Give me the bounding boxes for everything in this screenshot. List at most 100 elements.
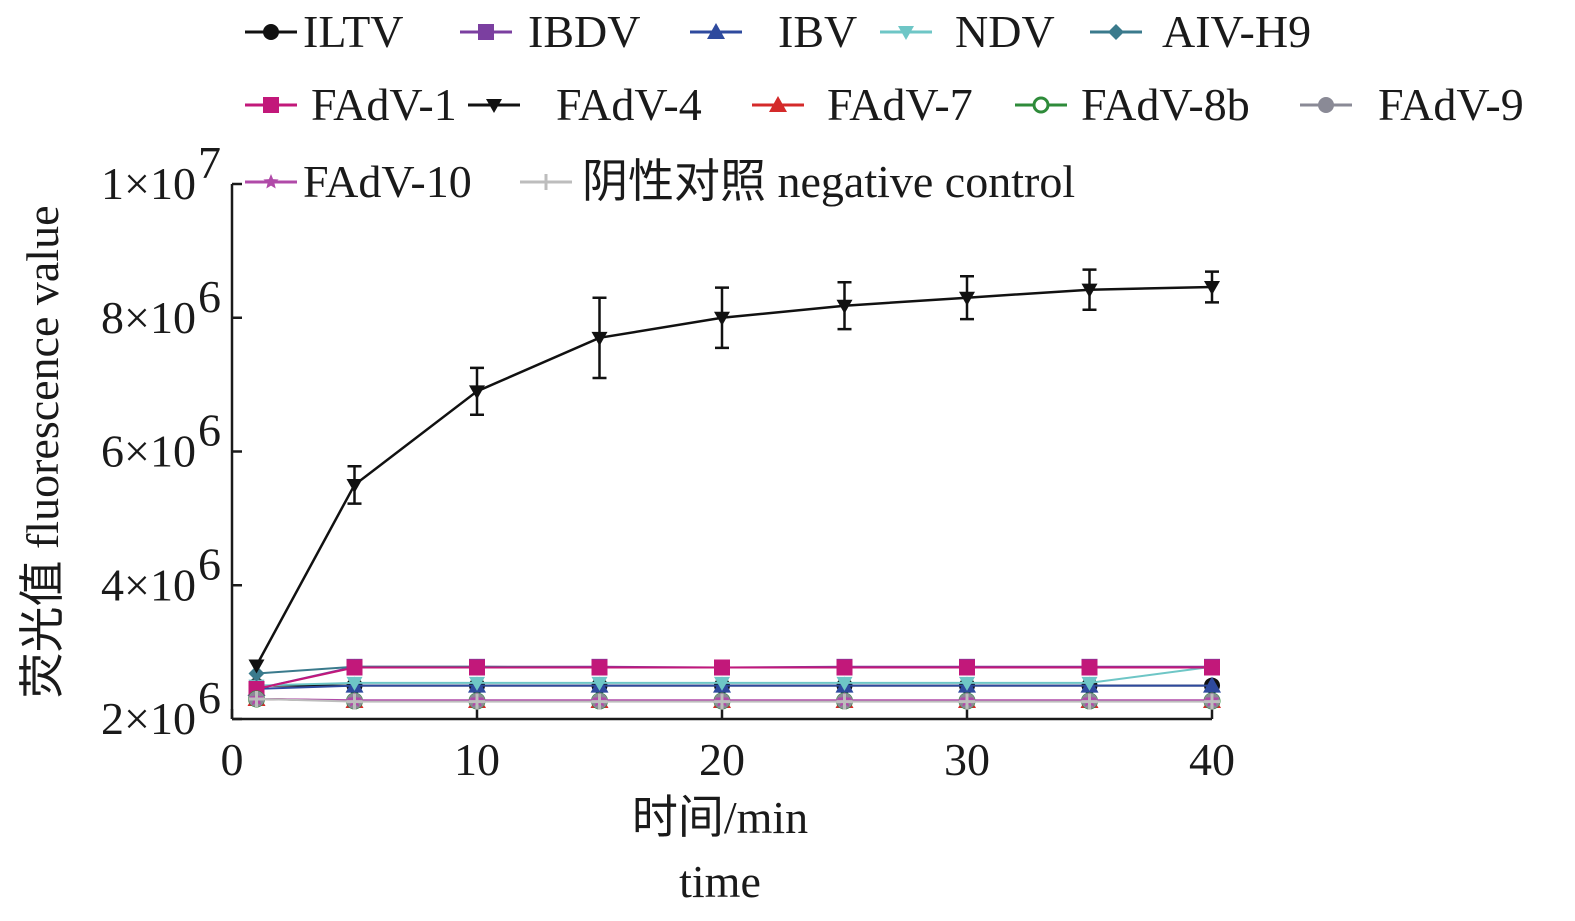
data-point xyxy=(591,331,608,346)
data-point xyxy=(1081,283,1098,298)
series-ndv xyxy=(248,660,1220,694)
x-tick-label: 10 xyxy=(454,734,500,785)
y-tick-label: 4×10 xyxy=(101,559,196,610)
data-point xyxy=(836,693,853,710)
data-point xyxy=(1204,693,1220,710)
legend-marker xyxy=(769,96,787,112)
legend-marker xyxy=(1318,97,1334,113)
legend-marker xyxy=(898,26,914,40)
legend-marker xyxy=(263,97,279,113)
y-tick-label: 6×10 xyxy=(101,426,196,477)
series-line-fadv-4 xyxy=(255,285,1213,667)
y-tick-label: 1×10 xyxy=(101,158,196,209)
data-point xyxy=(959,659,975,676)
legend-label: FAdV-9 xyxy=(1378,79,1524,130)
y-ticks: 2×10 64×10 66×10 68×10 61×10 7 xyxy=(101,137,242,744)
data-point xyxy=(346,659,363,676)
legend-item-negative-control: 阴性对照 negative control xyxy=(520,156,1075,207)
series-ibv xyxy=(247,676,1221,696)
legend-item-ndv: NDV xyxy=(880,6,1055,57)
data-point xyxy=(1204,659,1220,676)
data-point xyxy=(1204,280,1220,295)
legend-item-ibv: IBV xyxy=(690,6,857,57)
data-point xyxy=(1081,659,1098,676)
data-point xyxy=(836,659,853,676)
series-fadv-7 xyxy=(247,689,1221,708)
data-point xyxy=(714,659,730,676)
data-point xyxy=(248,665,265,682)
x-axis-title-line1: 时间/min xyxy=(632,792,808,843)
y-tick-exponent: 6 xyxy=(198,538,221,589)
legend-item-fadv-8b: FAdV-8b xyxy=(1015,79,1250,130)
legend-label: FAdV-8b xyxy=(1081,79,1250,130)
x-axis-title-line2: time xyxy=(679,856,761,907)
data-point xyxy=(714,311,730,326)
legend-marker xyxy=(538,174,554,190)
series-negative-control xyxy=(248,690,1220,710)
data-point xyxy=(1203,676,1221,693)
plot-area: 2×10 64×10 66×10 68×10 61×10 7 0 10 20 30 40 xyxy=(101,137,1235,785)
data-point xyxy=(591,676,608,691)
legend-marker xyxy=(478,24,494,40)
data-point xyxy=(346,693,363,710)
series-layer xyxy=(247,268,1221,710)
data-point xyxy=(469,693,485,710)
legend-label: 阴性对照 negative control xyxy=(582,156,1075,207)
series-line-fadv-10 xyxy=(256,697,1212,702)
data-point xyxy=(836,299,853,314)
legend-marker xyxy=(1032,96,1050,114)
legend-item-fadv-1: FAdV-1 xyxy=(245,79,457,130)
y-tick-label: 8×10 xyxy=(101,292,196,343)
legend-label: FAdV-1 xyxy=(311,79,457,130)
data-point xyxy=(959,291,975,306)
series-fadv-10 xyxy=(248,690,1220,707)
data-point xyxy=(248,659,265,674)
legend-item-ibdv: IBDV xyxy=(460,6,640,57)
y-tick-exponent: 6 xyxy=(198,405,221,456)
series-fadv-1 xyxy=(248,659,1220,697)
legend-marker xyxy=(263,174,279,189)
x-tick-label: 0 xyxy=(221,734,244,785)
data-point xyxy=(469,659,485,676)
y-tick-exponent: 6 xyxy=(198,672,221,723)
legend-label: FAdV-4 xyxy=(556,79,702,130)
data-point xyxy=(248,690,265,707)
data-point xyxy=(591,659,608,676)
legend-label: FAdV-10 xyxy=(303,156,472,207)
data-point xyxy=(469,385,485,400)
legend-marker xyxy=(263,24,279,40)
series-ibdv xyxy=(248,658,1220,697)
legend-marker xyxy=(1108,24,1124,40)
legend-item-fadv-7: FAdV-7 xyxy=(752,79,973,130)
data-point xyxy=(959,693,975,710)
y-tick-exponent: 6 xyxy=(198,271,221,322)
legend-item-iltv: ILTV xyxy=(245,6,404,57)
legend-marker xyxy=(486,99,502,113)
series-fadv-4 xyxy=(248,268,1220,674)
x-tick-label: 40 xyxy=(1189,734,1235,785)
legend-item-aiv-h9: AIV-H9 xyxy=(1090,6,1311,57)
y-axis-title: 荧光值 fluorescence value xyxy=(17,205,68,698)
data-point xyxy=(714,693,730,710)
data-point xyxy=(836,676,853,691)
legend-label: FAdV-7 xyxy=(827,79,973,130)
data-point xyxy=(591,693,608,710)
data-point xyxy=(346,478,363,493)
legend-marker xyxy=(707,23,725,39)
series-line-ndv xyxy=(256,665,1213,687)
legend-item-fadv-4: FAdV-4 xyxy=(468,79,702,130)
data-point xyxy=(1081,693,1098,710)
legend-label: ILTV xyxy=(303,6,404,57)
data-point xyxy=(959,676,975,691)
legend-label: NDV xyxy=(955,6,1055,57)
data-point xyxy=(346,676,363,691)
x-tick-label: 20 xyxy=(699,734,745,785)
x-tick-label: 30 xyxy=(944,734,990,785)
x-ticks: 0 10 20 30 40 xyxy=(221,709,1235,785)
legend: ILTV IBDV IBV NDV AIV-H9 FAdV-1 FAdV-4 FAdV-7 FA… xyxy=(245,6,1524,207)
y-tick-exponent: 7 xyxy=(198,137,221,188)
legend-item-fadv-9: FAdV-9 xyxy=(1300,79,1524,130)
legend-label: AIV-H9 xyxy=(1162,6,1311,57)
legend-label: IBDV xyxy=(528,6,640,57)
